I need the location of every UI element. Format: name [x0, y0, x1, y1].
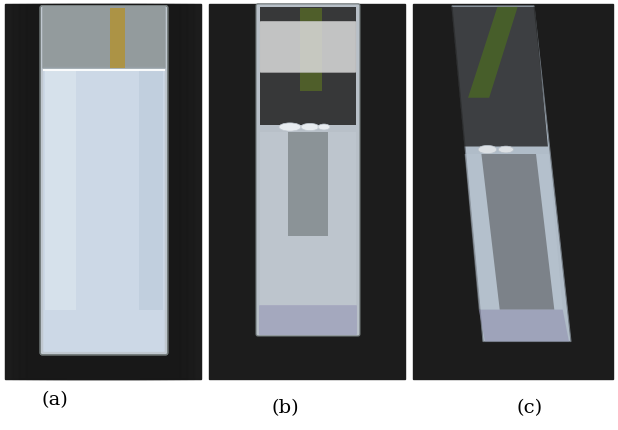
- Polygon shape: [481, 155, 554, 310]
- FancyBboxPatch shape: [40, 7, 167, 355]
- Polygon shape: [465, 155, 563, 310]
- Bar: [260, 132, 356, 307]
- Bar: [300, 9, 322, 91]
- Bar: [53, 5, 153, 379]
- Bar: [260, 8, 356, 126]
- Bar: [5, 5, 201, 379]
- FancyBboxPatch shape: [42, 8, 166, 70]
- FancyBboxPatch shape: [43, 68, 165, 352]
- Ellipse shape: [279, 123, 301, 132]
- Bar: [5, 5, 201, 379]
- Ellipse shape: [301, 124, 319, 131]
- Bar: [32, 5, 174, 379]
- Bar: [413, 5, 613, 379]
- Ellipse shape: [478, 146, 497, 154]
- Text: (a): (a): [41, 390, 69, 408]
- Bar: [19, 5, 187, 379]
- Bar: [40, 5, 167, 379]
- Bar: [45, 71, 76, 311]
- Bar: [138, 71, 163, 311]
- Text: (b): (b): [271, 398, 299, 416]
- Bar: [67, 5, 139, 379]
- FancyBboxPatch shape: [259, 305, 357, 335]
- Bar: [288, 132, 328, 237]
- Polygon shape: [468, 8, 518, 98]
- Bar: [12, 5, 194, 379]
- Bar: [46, 5, 160, 379]
- Ellipse shape: [318, 125, 330, 131]
- Bar: [60, 5, 146, 379]
- FancyBboxPatch shape: [260, 22, 356, 74]
- Text: (c): (c): [517, 398, 543, 416]
- Ellipse shape: [498, 147, 514, 154]
- Bar: [209, 5, 405, 379]
- Polygon shape: [479, 310, 569, 342]
- Polygon shape: [452, 7, 571, 342]
- Bar: [25, 5, 180, 379]
- Bar: [110, 9, 125, 69]
- Polygon shape: [451, 8, 548, 147]
- FancyBboxPatch shape: [256, 5, 360, 336]
